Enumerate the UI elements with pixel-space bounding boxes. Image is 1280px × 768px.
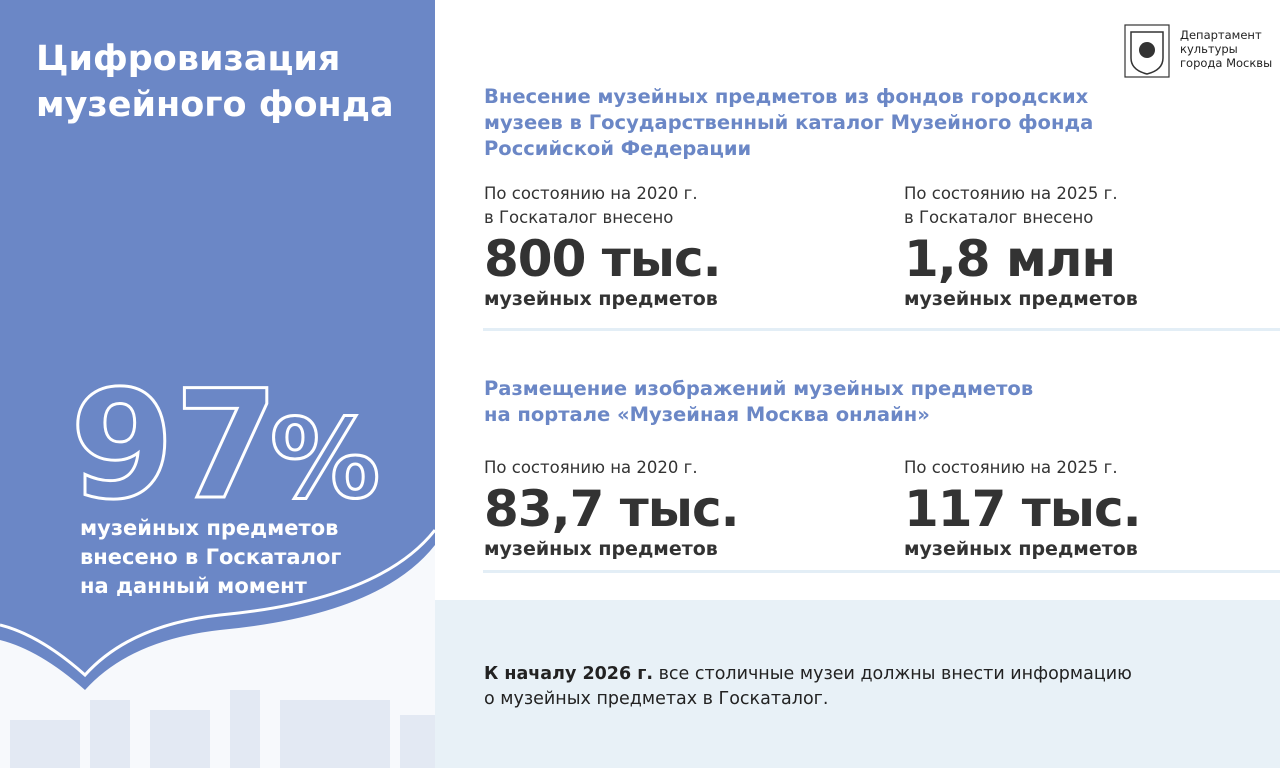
divider [483,570,1280,573]
stat: По состоянию на 2020 г. 83,7 тыс. музейных… [484,456,740,560]
note-bold: К началу 2026 г. [484,664,654,684]
big-stat-number: 97 [70,359,279,533]
stat-unit: музейных предметов [484,288,718,310]
big-stat-unit: % [270,395,380,523]
caption: музейных предметов внесено в Госкаталог на… [80,514,341,601]
logo-line: Департамент [1180,28,1262,42]
stat-label: По состоянию на 2025 г. [904,184,1118,203]
caption-line: на данный момент [80,574,307,598]
stat-value: 800 тыс. [484,230,722,288]
heading-line: Размещение изображений музейных предмето… [484,377,1034,400]
section-heading: Внесение музейных предметов из фондов го… [484,84,1093,162]
stat-unit: музейных предметов [484,538,718,560]
logo-text: Департамент культуры города Москвы [1180,28,1272,70]
decor: 97 % [0,358,435,768]
stat: По состоянию на 2025 г. в Госкаталог внес… [904,182,1138,310]
heading-line: Внесение музейных предметов из фондов го… [484,85,1089,108]
stat-unit: музейных предметов [904,538,1138,560]
stat-value: 83,7 тыс. [484,480,740,538]
stat-unit: музейных предметов [904,288,1138,310]
left-panel: 97 % Цифровизация музейного фонда музейны… [0,0,435,768]
note-line: о музейных предметах в Госкаталог. [484,689,829,709]
stat: По состоянию на 2020 г. в Госкаталог внес… [484,182,722,310]
divider [483,328,1280,331]
caption-line: внесено в Госкаталог [80,545,342,569]
stat-label: По состоянию на 2020 г. [484,184,698,203]
note: К началу 2026 г. все столичные музеи дол… [484,662,1132,712]
note-panel [435,600,1280,768]
title-line: музейного фонда [36,85,394,125]
heading-line: на портале «Музейная Москва онлайн» [484,403,930,426]
heading-line: Российской Федерации [484,137,752,160]
stat-label: в Госкаталог внесено [904,208,1094,227]
note-text: все столичные музеи должны внести информ… [658,664,1132,684]
logo-emblem [1124,24,1170,78]
wave-line [0,529,435,678]
caption-line: музейных предметов [80,516,339,540]
logo-line: города Москвы [1180,56,1273,70]
stat-value: 1,8 млн [904,230,1116,288]
section-heading: Размещение изображений музейных предмето… [484,376,1033,428]
stat: По состоянию на 2025 г. 117 тыс. музейных … [904,456,1142,560]
note-line: К началу 2026 г. все столичные музеи дол… [484,662,1132,687]
title-line: Цифровизация [36,39,341,79]
stat-label: в Госкаталог внесено [484,208,674,227]
stat-value: 117 тыс. [904,480,1142,538]
logo-line: культуры [1180,42,1238,56]
stat-label: По состоянию на 2020 г. [484,458,698,477]
title: Цифровизация музейного фонда [36,36,394,128]
heading-line: музеев в Государственный каталог Музейно… [484,111,1094,134]
skyline [10,690,435,768]
stat-label: По состоянию на 2025 г. [904,458,1118,477]
